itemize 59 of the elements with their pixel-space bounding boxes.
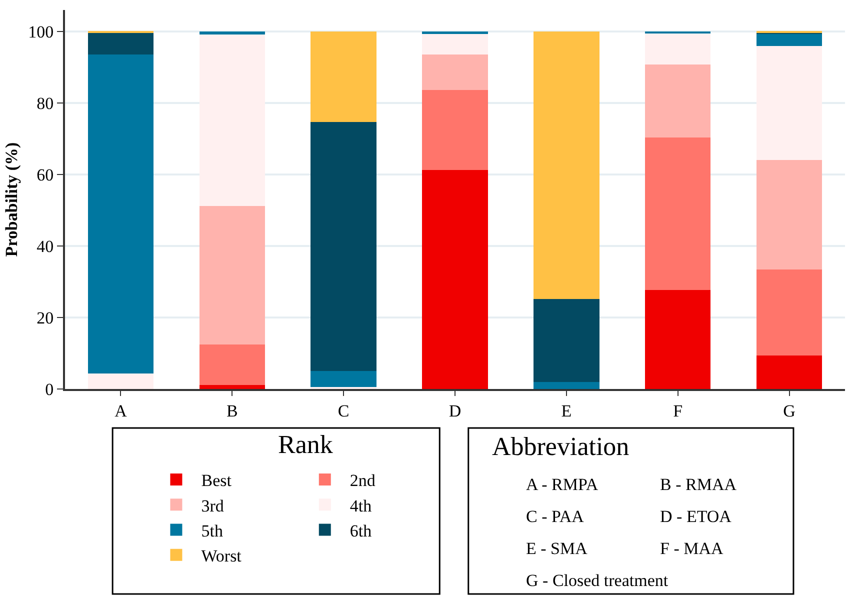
bar: [199, 385, 266, 389]
text: C - PAA: [526, 507, 585, 526]
bar: [422, 170, 488, 389]
legend-label: 2nd: [350, 471, 376, 490]
bar: [199, 206, 266, 344]
y-tick-label: 60: [36, 165, 54, 184]
text: G - Closed treatment: [526, 571, 668, 590]
x-tick-label: B: [226, 401, 238, 420]
bar: [756, 270, 822, 356]
legend-label: 3rd: [201, 496, 224, 516]
bar: [534, 382, 600, 389]
bar: [88, 373, 154, 389]
y-tick-label: 40: [36, 236, 54, 256]
text: A - RMPA: [526, 475, 599, 494]
y-tick-label: 0: [45, 380, 54, 399]
text: Abbreviation: [492, 432, 630, 461]
x-tick-label: D: [448, 401, 462, 420]
bar: [644, 290, 711, 389]
legend-label: 4th: [350, 496, 372, 516]
bar: [422, 54, 488, 90]
bar: [644, 31, 711, 34]
bar: [422, 31, 488, 34]
y-axis-title: Probability (%): [2, 142, 22, 257]
y-tick-label: 100: [28, 22, 54, 42]
bar: [88, 32, 154, 54]
bar: [756, 355, 822, 389]
text: E - SMA: [526, 539, 588, 558]
legend-label: Best: [201, 471, 232, 490]
x-tick-label: G: [783, 401, 796, 420]
bar: [310, 31, 376, 122]
bar: [310, 122, 376, 371]
bar: [199, 344, 266, 386]
x-tick-label: C: [338, 401, 350, 420]
bar: [756, 160, 822, 270]
bar: [534, 31, 600, 299]
legend-label: 5th: [201, 521, 224, 540]
bar: [534, 298, 600, 382]
bar: [644, 34, 711, 64]
text: D - ETOA: [660, 507, 732, 526]
bar: [644, 64, 711, 138]
y-tick-label: 80: [36, 94, 54, 113]
bar: [644, 137, 711, 290]
legend-label: 6th: [350, 521, 372, 540]
bar: [199, 34, 266, 206]
bar: [199, 31, 266, 35]
text: B - RMAA: [660, 475, 738, 494]
bar: [422, 33, 488, 55]
y-tick-label: 20: [36, 308, 54, 328]
x-tick-label: F: [673, 401, 683, 420]
text: F - MAA: [660, 539, 724, 558]
bar: [422, 90, 488, 170]
legend-label: Worst: [201, 546, 242, 566]
bar: [310, 370, 376, 387]
legend-title: Rank: [278, 430, 333, 459]
bar: [756, 46, 822, 160]
bar: [756, 33, 822, 46]
bar: [88, 54, 154, 374]
x-tick-label: A: [114, 401, 128, 420]
x-tick-label: E: [561, 401, 572, 420]
